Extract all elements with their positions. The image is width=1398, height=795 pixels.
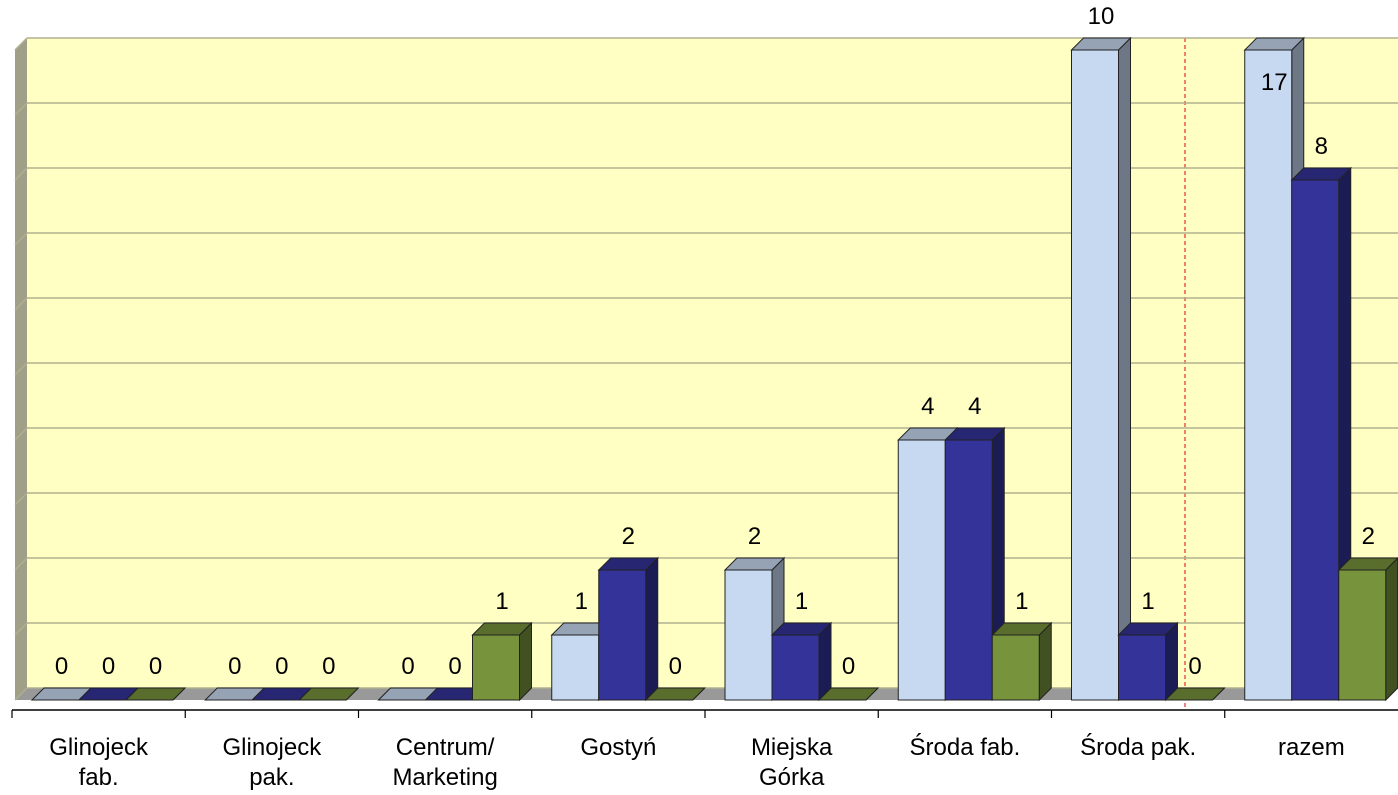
data-label: 0 (102, 653, 115, 680)
bar-front (1338, 569, 1387, 701)
side-grid-line (14, 37, 28, 51)
bar (644, 687, 706, 701)
bar (597, 556, 659, 702)
data-label: 0 (1188, 653, 1201, 680)
bar (1337, 557, 1398, 702)
bar-side (1118, 36, 1131, 702)
bar (1117, 621, 1179, 702)
bar-top (124, 687, 187, 701)
bar (1164, 687, 1226, 701)
bar (471, 621, 533, 702)
side-grid-line (14, 622, 28, 636)
data-label: 0 (842, 653, 855, 680)
bar-front (724, 569, 773, 701)
x-tick-label: Gostyń (580, 734, 656, 761)
side-grid-line (14, 362, 28, 376)
bar-side (1038, 621, 1052, 702)
data-label: 0 (669, 653, 682, 680)
bar (770, 621, 833, 702)
bar-top (1164, 687, 1226, 701)
side-grid-line (14, 557, 28, 571)
x-tick-label: Środa pak. (1080, 733, 1196, 761)
data-label: 1 (795, 588, 808, 615)
data-label: 2 (1362, 523, 1375, 550)
data-label: 0 (401, 653, 414, 680)
data-label: 0 (55, 653, 68, 680)
x-tick-label: Miejska Górka (751, 734, 833, 791)
x-tick-label: Glinojeck pak. (223, 734, 323, 791)
bar-side (1385, 557, 1398, 702)
bar (124, 687, 187, 701)
x-tick-label: Centrum/Marketing (392, 734, 497, 791)
bar-front (1118, 634, 1166, 701)
bar-top (298, 687, 360, 701)
data-label: 17 (1261, 69, 1288, 96)
bar (1070, 36, 1132, 702)
side-grid-line (14, 232, 28, 246)
plot-wall (15, 38, 1398, 700)
bar-side (1165, 621, 1178, 702)
side-grid-line (14, 102, 28, 116)
bar-front (472, 634, 520, 701)
data-label: 1 (495, 588, 508, 615)
data-label: 8 (1315, 133, 1328, 160)
bar-top (817, 687, 880, 701)
bar-front (551, 634, 600, 701)
data-label: 1 (1015, 588, 1028, 615)
bar-front (598, 569, 647, 701)
data-label: 0 (149, 653, 162, 680)
data-label: 0 (448, 653, 461, 680)
x-tick-label: razem (1278, 734, 1345, 761)
bar-front (897, 439, 946, 701)
data-label: 1 (575, 588, 588, 615)
side-grid-line (14, 427, 28, 441)
bar (817, 687, 880, 701)
bar (991, 621, 1053, 702)
data-label: 0 (275, 653, 288, 680)
bar-side (818, 621, 832, 702)
bar-front (771, 634, 820, 701)
bar-front (944, 439, 993, 701)
x-tick-label: Glinojeck fab. (49, 734, 149, 791)
bar-top (644, 687, 706, 701)
bar (298, 687, 360, 701)
x-tick-label: Środa fab. (910, 733, 1021, 761)
data-label: 0 (228, 653, 241, 680)
bar-front (1291, 179, 1340, 701)
data-label: 10 (1088, 3, 1115, 30)
data-label: 4 (968, 393, 981, 420)
data-label: 2 (622, 523, 635, 550)
data-label: 2 (748, 523, 761, 550)
data-label: 1 (1141, 588, 1154, 615)
bar-front (1071, 49, 1119, 701)
side-grid-line (14, 492, 28, 506)
side-grid-line (14, 297, 28, 311)
bar-side (519, 621, 532, 702)
data-label: 4 (921, 393, 934, 420)
bar-front (991, 634, 1040, 701)
bar-front (1244, 49, 1293, 701)
bar-side (645, 556, 659, 702)
side-grid-line (14, 167, 28, 181)
floor (15, 688, 1398, 700)
bar (1290, 166, 1352, 702)
data-label: 0 (322, 653, 335, 680)
side-grid-line (14, 687, 28, 701)
